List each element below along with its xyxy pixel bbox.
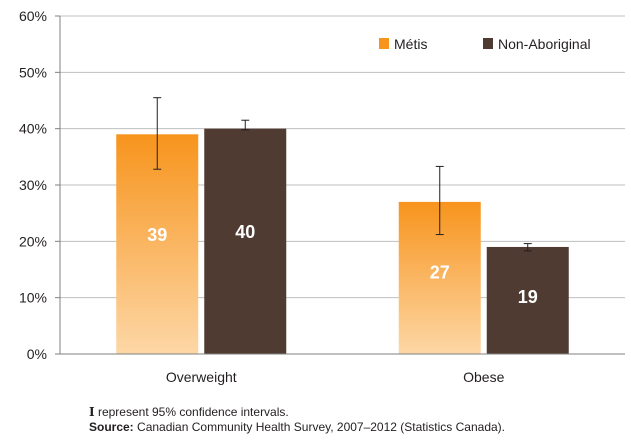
bar-value-label: 39: [147, 225, 167, 245]
ci-marker: I: [89, 405, 95, 419]
y-tick-label: 10%: [19, 290, 47, 306]
bar-non-aboriginal: [204, 128, 287, 354]
x-category-label: Overweight: [166, 369, 237, 385]
y-tick-label: 30%: [19, 177, 47, 193]
bar-metis: [116, 134, 199, 354]
bar-value-label: 27: [430, 262, 450, 282]
legend: Métis Non-Aboriginal: [379, 36, 591, 52]
axes: Overweight Obese: [59, 16, 625, 385]
bar-value-label: 40: [235, 222, 255, 242]
y-axis-ticks: 0% 10% 20% 30% 40% 50% 60%: [19, 8, 60, 362]
source-label: Source:: [89, 420, 134, 434]
ci-footnote-text: represent 95% confidence intervals.: [94, 405, 289, 419]
ci-footnote: I represent 95% confidence intervals.: [89, 405, 289, 419]
x-category-label: Obese: [463, 369, 504, 385]
y-tick-label: 40%: [19, 121, 47, 137]
legend-label: Non-Aboriginal: [498, 36, 591, 52]
legend-swatch: [483, 38, 493, 49]
bar-non-aboriginal: [486, 246, 569, 354]
source-text: Canadian Community Health Survey, 2007–2…: [133, 420, 505, 434]
bar-chart: 0% 10% 20% 30% 40% 50% 60% 39 40 27 19 Overweight…: [19, 8, 625, 385]
source-footnote: Source: Canadian Community Health Survey…: [89, 420, 505, 434]
bars: 39 40 27 19: [116, 97, 569, 354]
bar-value-label: 19: [518, 287, 538, 307]
legend-label: Métis: [394, 36, 427, 52]
y-tick-label: 60%: [19, 8, 47, 24]
y-tick-label: 20%: [19, 233, 47, 249]
legend-swatch: [379, 38, 389, 49]
y-tick-label: 0%: [27, 346, 47, 362]
y-tick-label: 50%: [19, 64, 47, 80]
